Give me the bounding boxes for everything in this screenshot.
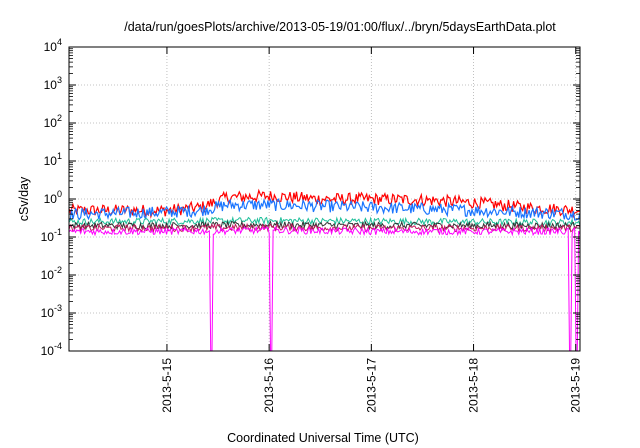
x-tick-label: 2013-5-15 (160, 358, 174, 413)
y-axis-label: cSv/day (17, 176, 31, 221)
series-line (68, 225, 581, 352)
grid (69, 47, 580, 351)
y-tick-label: 10-4 (41, 341, 62, 358)
y-tick-labels: 10-4 10-3 10-2 10-1 100 101 102 103 104 (41, 37, 62, 358)
y-tick-label: 101 (44, 151, 62, 168)
y-tick-label: 10-3 (41, 303, 62, 320)
axis-ticks (69, 46, 580, 352)
x-tick-labels: 2013-5-15 2013-5-16 2013-5-17 2013-5-18 2013… (160, 358, 583, 413)
series-line (68, 197, 581, 221)
x-axis-label: Coordinated Universal Time (UTC) (227, 431, 419, 445)
x-tick-label: 2013-5-19 (569, 358, 583, 413)
y-tick-label: 100 (44, 189, 62, 206)
x-tick-label: 2013-5-18 (467, 358, 481, 413)
y-tick-label: 102 (44, 113, 62, 130)
y-tick-label: 10-2 (41, 265, 62, 282)
series-line (68, 215, 581, 228)
series-group (68, 188, 581, 352)
x-tick-label: 2013-5-17 (364, 358, 378, 413)
series-line (68, 219, 580, 231)
y-tick-label: 10-1 (41, 227, 62, 244)
y-tick-label: 104 (44, 37, 62, 54)
series-line (68, 188, 580, 219)
chart-title: /data/run/goesPlots/archive/2013-05-19/0… (124, 20, 556, 34)
y-tick-label: 103 (44, 75, 62, 92)
x-tick-label: 2013-5-16 (262, 358, 276, 413)
